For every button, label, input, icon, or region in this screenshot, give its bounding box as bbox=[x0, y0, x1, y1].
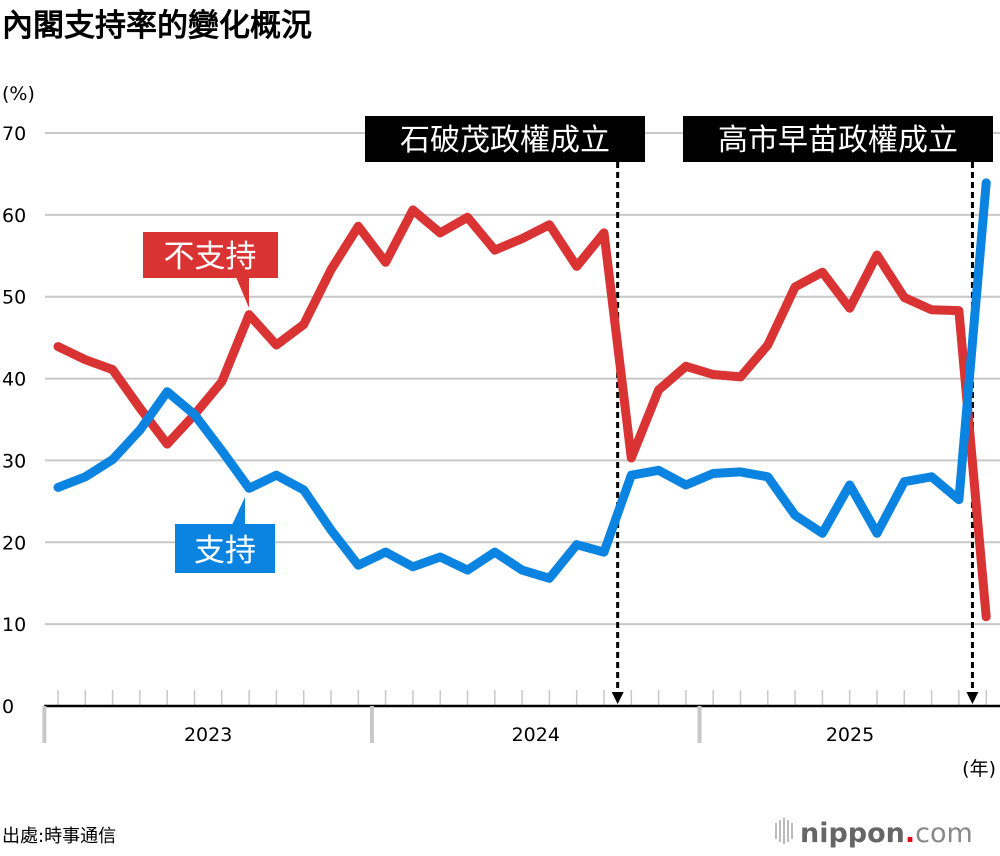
y-tick-label: 20 bbox=[2, 532, 26, 554]
event-arrow-icon bbox=[966, 692, 979, 704]
series-label-box bbox=[143, 232, 278, 278]
x-year-label: 2023 bbox=[184, 724, 232, 746]
series-label-pointer bbox=[236, 277, 249, 308]
y-tick-label: 30 bbox=[2, 450, 26, 472]
source-note: 出處:時事通信 bbox=[2, 826, 116, 847]
x-year-label: 2024 bbox=[512, 724, 560, 746]
y-tick-label: 0 bbox=[2, 696, 14, 718]
nippon-logo: nippon.com bbox=[775, 818, 973, 849]
y-tick-label: 40 bbox=[2, 369, 26, 391]
event-label: 高市早苗政權成立 bbox=[718, 123, 958, 158]
event-label: 石破茂政權成立 bbox=[400, 123, 610, 158]
y-tick-label: 70 bbox=[2, 123, 26, 145]
event-label-box bbox=[683, 116, 993, 162]
event-arrow-icon bbox=[611, 692, 624, 704]
svg-text:nippon.com: nippon.com bbox=[800, 818, 973, 849]
chart-title: 內閣支持率的變化概況 bbox=[2, 8, 312, 44]
series-label-box bbox=[175, 524, 275, 573]
y-tick-label: 50 bbox=[2, 287, 26, 309]
x-year-label: 2025 bbox=[826, 724, 874, 746]
x-axis-unit: (年) bbox=[962, 758, 996, 780]
y-tick-label: 60 bbox=[2, 205, 26, 227]
y-axis-unit: (%) bbox=[2, 83, 35, 105]
event-label-box bbox=[365, 116, 645, 162]
series-label-pointer bbox=[232, 497, 245, 525]
y-tick-label: 10 bbox=[2, 614, 26, 636]
series-label-disapprove: 不支持 bbox=[164, 239, 257, 275]
series-label-approve: 支持 bbox=[194, 533, 256, 569]
